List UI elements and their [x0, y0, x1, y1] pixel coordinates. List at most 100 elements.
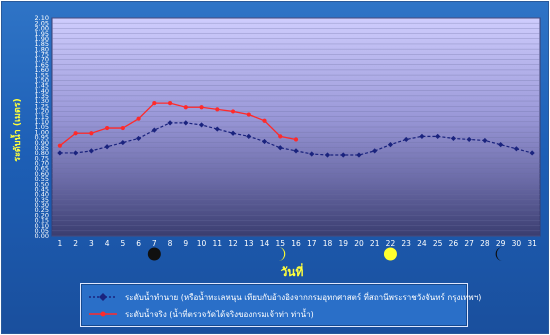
y-tick-label: 0.95: [35, 134, 49, 142]
data-point-predicted: [466, 136, 472, 143]
data-point-actual: [120, 125, 125, 131]
y-tick-label: 0.90: [35, 139, 49, 147]
legend-swatch-predicted: [87, 291, 119, 303]
data-point-predicted: [104, 144, 110, 150]
x-axis-ticks: 1 2 3 4 5 6 7 8 9 10 11 12 13 14 15 16 17 18 19 20 21 22 23 24 2…: [57, 239, 537, 248]
first-quarter-icon: [278, 247, 286, 261]
x-tick-label: 31: [527, 239, 537, 248]
data-point-actual: [262, 118, 267, 123]
data-point-predicted: [356, 152, 362, 158]
new-moon-icon: [147, 247, 161, 261]
y-tick-label: 0.50: [35, 180, 49, 188]
y-tick-label: 0.65: [35, 165, 49, 173]
data-point-predicted: [151, 127, 157, 133]
y-tick-label: 0.55: [35, 175, 49, 183]
data-point-predicted: [57, 150, 63, 156]
x-tick-label: 29: [496, 239, 506, 248]
y-tick-label: 0.40: [35, 191, 49, 199]
legend-label-predicted: ระดับน้ำทำนาย (หรือน้ำทะเลหนุน เทียบกับอ…: [125, 292, 482, 302]
y-tick-label: 1.25: [35, 102, 49, 110]
data-point-predicted: [73, 150, 79, 156]
y-tick-label: 1.10: [35, 118, 49, 126]
data-point-actual: [104, 125, 110, 131]
y-tick-label: 1.40: [35, 87, 49, 95]
y-tick-label: 1.70: [35, 56, 49, 64]
data-point-actual: [215, 107, 220, 112]
legend-swatch-actual: [87, 308, 119, 320]
y-tick-label: 1.00: [35, 128, 49, 136]
moon-phase-icons: [147, 247, 503, 261]
x-tick-label: 3: [89, 239, 94, 248]
last-quarter-icon: [495, 247, 503, 261]
y-tick-label: 1.55: [35, 71, 49, 79]
data-point-predicted: [88, 148, 94, 154]
y-tick-label: 1.85: [35, 40, 49, 48]
x-tick-label: 27: [464, 239, 474, 248]
legend-item-actual: ระดับน้ำจริง (น้ำที่ตรวจวัดได้จริงของกรม…: [87, 306, 314, 322]
x-tick-label: 11: [213, 239, 223, 248]
y-tick-label: 1.15: [35, 113, 49, 121]
data-point-actual: [167, 101, 173, 106]
data-point-predicted: [340, 152, 346, 158]
x-tick-label: 18: [323, 239, 333, 248]
data-point-predicted: [529, 150, 535, 156]
x-tick-label: 22: [386, 239, 396, 248]
y-tick-label: 1.65: [35, 61, 49, 69]
y-tick-label: 0.20: [35, 211, 49, 219]
y-tick-label: 2.05: [35, 19, 49, 27]
x-tick-label: 8: [168, 239, 173, 248]
data-point-predicted: [450, 135, 457, 142]
y-tick-label: 0.05: [35, 227, 49, 235]
data-point-predicted: [120, 139, 126, 146]
y-tick-label: 1.35: [35, 92, 49, 100]
data-point-predicted: [261, 138, 268, 145]
y-tick-label: 1.90: [35, 35, 49, 43]
y-tick-label: 0.00: [35, 232, 49, 240]
x-tick-label: 15: [275, 239, 285, 248]
y-axis-ticks: 0.000.050.100.150.200.250.300.350.400.45…: [35, 14, 49, 240]
data-point-predicted: [419, 133, 425, 139]
data-point-predicted: [183, 120, 189, 126]
x-axis-title: วันที่: [281, 263, 304, 279]
y-tick-label: 0.15: [35, 217, 49, 225]
data-point-predicted: [498, 142, 504, 148]
y-tick-label: 0.35: [35, 196, 49, 204]
data-point-predicted: [214, 126, 220, 132]
x-tick-label: 23: [401, 239, 411, 248]
data-point-predicted: [435, 133, 441, 139]
y-tick-label: 1.50: [35, 76, 49, 84]
data-point-actual: [199, 105, 204, 110]
y-tick-label: 2.00: [35, 25, 49, 33]
legend-label-actual: ระดับน้ำจริง (น้ำที่ตรวจวัดได้จริงของกรม…: [125, 309, 314, 319]
gridlines: [52, 17, 540, 237]
y-tick-label: 0.80: [35, 149, 49, 157]
y-tick-label: 0.85: [35, 144, 49, 152]
data-point-predicted: [246, 133, 252, 139]
x-tick-label: 2: [73, 239, 78, 248]
x-tick-label: 14: [260, 239, 270, 248]
data-point-predicted: [309, 151, 315, 157]
x-tick-label: 17: [307, 239, 317, 248]
y-tick-label: 0.25: [35, 206, 49, 214]
x-tick-label: 28: [480, 239, 490, 248]
series-layer: [57, 101, 535, 158]
x-tick-label: 25: [433, 239, 443, 248]
x-tick-label: 24: [417, 239, 427, 248]
data-point-actual: [183, 105, 188, 110]
x-tick-label: 5: [120, 239, 125, 248]
x-tick-label: 26: [449, 239, 459, 248]
x-tick-label: 9: [183, 239, 188, 248]
data-point-predicted: [403, 136, 409, 143]
data-point-predicted: [135, 135, 142, 142]
data-point-predicted: [324, 152, 331, 158]
y-tick-label: 0.30: [35, 201, 49, 209]
y-tick-label: 0.70: [35, 160, 49, 168]
data-point-predicted: [293, 148, 299, 154]
data-point-predicted: [513, 146, 519, 152]
data-point-actual: [230, 109, 236, 114]
x-tick-label: 7: [152, 239, 157, 248]
y-tick-label: 0.45: [35, 185, 49, 193]
y-axis-title: ระดับน้ำ (เมตร): [10, 98, 23, 161]
y-tick-label: 0.10: [35, 222, 49, 230]
